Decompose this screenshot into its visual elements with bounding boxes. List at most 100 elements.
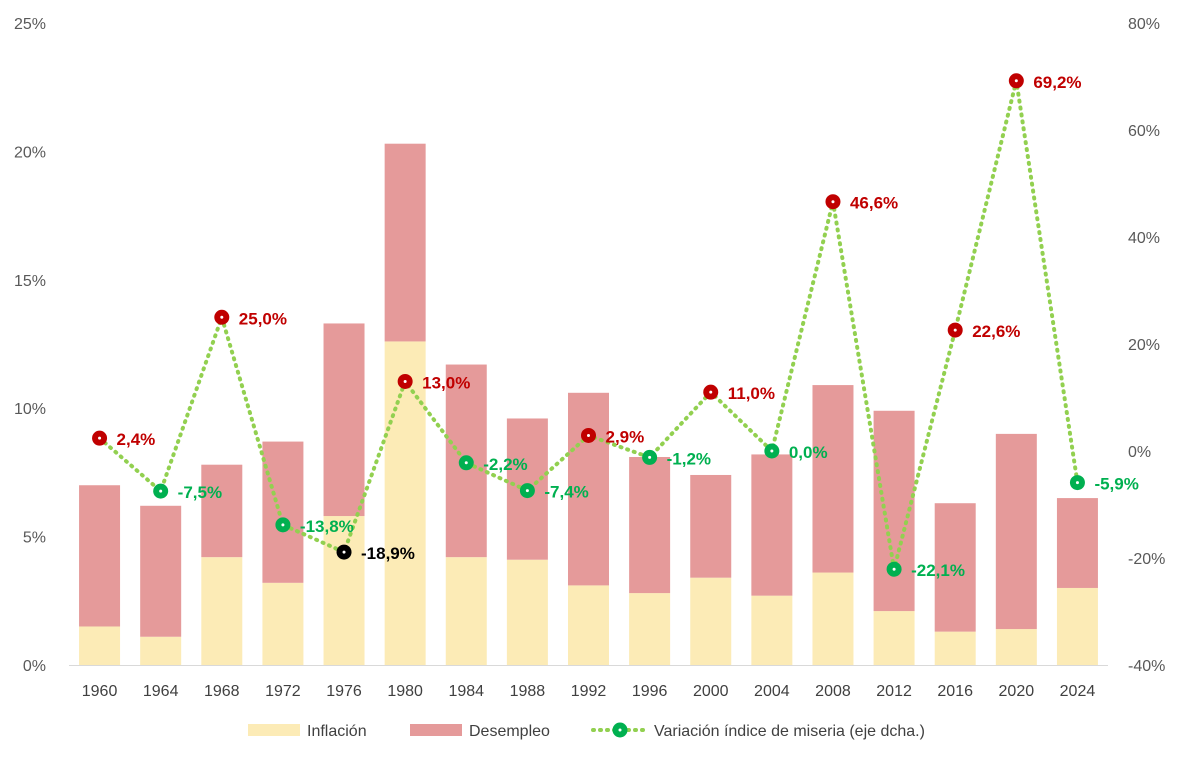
legend-marker-center <box>618 728 622 732</box>
misery-point-marker-center <box>464 461 468 465</box>
misery-data-label: -13,8% <box>300 517 354 536</box>
misery-point-marker-center <box>159 489 163 493</box>
bar-desempleo <box>262 441 304 583</box>
bar-desempleo <box>873 410 915 612</box>
misery-data-label: 46,6% <box>850 194 898 213</box>
misery-point-marker-center <box>953 328 957 332</box>
axes-group: 0% 5% 10% 15% 20% 25% -40% -20% 0% 20% 40% 60% 80% 19… <box>14 16 1165 700</box>
legend-label-miseria: Variación índice de miseria (eje dcha.) <box>654 723 925 740</box>
bar-inflacion <box>568 585 609 665</box>
misery-point-marker-center <box>1075 481 1079 485</box>
bar-desempleo <box>384 143 426 342</box>
misery-data-label: 13,0% <box>422 373 470 392</box>
y-right-tick-label: 0% <box>1128 444 1151 461</box>
misery-point-marker-center <box>770 449 774 453</box>
y-left-tick-label: 0% <box>23 658 46 675</box>
misery-point-marker-center <box>98 436 102 440</box>
x-tick-label: 1984 <box>448 683 484 700</box>
bar-inflacion <box>201 557 243 665</box>
y-left-tick-label: 5% <box>23 530 46 547</box>
misery-data-label: -18,9% <box>361 544 415 563</box>
bar-inflacion <box>506 559 548 665</box>
x-tick-label: 1968 <box>204 683 240 700</box>
y-left-tick-label: 10% <box>14 401 46 418</box>
misery-data-label: -7,5% <box>178 483 222 502</box>
misery-data-label: 11,0% <box>728 384 775 403</box>
bar-desempleo <box>568 392 609 586</box>
bar-inflacion <box>934 631 976 665</box>
bar-inflacion <box>812 572 854 665</box>
x-tick-label: 2004 <box>754 683 790 700</box>
bar-desempleo <box>629 456 671 594</box>
x-tick-label: 2008 <box>815 683 851 700</box>
misery-data-label: 25,0% <box>239 309 287 328</box>
misery-point-marker-center <box>648 455 652 459</box>
misery-data-label: 2,4% <box>117 430 156 449</box>
legend-swatch-inflacion <box>248 724 300 736</box>
y-left-tick-label: 25% <box>14 16 46 33</box>
bar-inflacion <box>995 629 1037 665</box>
x-tick-label: 1992 <box>571 683 607 700</box>
misery-data-label: -2,2% <box>483 455 527 474</box>
x-tick-label: 2024 <box>1060 683 1096 700</box>
misery-data-label: -22,1% <box>911 561 965 580</box>
bars-group <box>79 143 1098 665</box>
bar-inflacion <box>690 577 732 665</box>
misery-point-marker-center <box>342 550 346 554</box>
misery-data-label: -1,2% <box>667 449 711 468</box>
y-left-tick-label: 15% <box>14 273 46 290</box>
misery-point-marker-center <box>892 567 896 571</box>
y-right-tick-label: 20% <box>1128 337 1160 354</box>
misery-data-label: -5,9% <box>1094 475 1138 494</box>
x-tick-label: 2000 <box>693 683 729 700</box>
x-tick-label: 2020 <box>999 683 1035 700</box>
misery-data-label: 0,0% <box>789 443 828 462</box>
y-right-tick-label: -20% <box>1128 551 1165 568</box>
bar-inflacion <box>384 341 426 665</box>
y-right-tick-label: -40% <box>1128 658 1165 675</box>
misery-data-label: 69,2% <box>1033 73 1081 92</box>
legend-label-inflacion: Inflación <box>307 723 367 740</box>
bar-desempleo <box>690 474 732 578</box>
bar-desempleo <box>751 454 793 596</box>
misery-data-label: 22,6% <box>972 322 1020 341</box>
x-tick-label: 1972 <box>265 683 301 700</box>
bar-inflacion <box>751 595 793 665</box>
bar-inflacion <box>873 611 915 665</box>
x-tick-label: 1964 <box>143 683 179 700</box>
y-right-tick-label: 40% <box>1128 230 1160 247</box>
bar-inflacion <box>323 516 365 665</box>
x-tick-label: 2012 <box>876 683 912 700</box>
bar-inflacion <box>629 593 671 665</box>
bar-inflacion <box>1056 587 1098 665</box>
misery-point-marker-center <box>709 390 713 394</box>
misery-point-marker-center <box>281 523 285 527</box>
x-tick-label: 1960 <box>82 683 118 700</box>
x-tick-label: 1988 <box>510 683 546 700</box>
bar-inflacion <box>262 582 304 665</box>
misery-point-marker-center <box>220 315 224 319</box>
misery-point-marker-center <box>403 379 407 383</box>
misery-point-marker-center <box>525 489 529 493</box>
bar-desempleo <box>995 433 1037 630</box>
misery-point-marker-center <box>1014 79 1018 83</box>
legend: Inflación Desempleo Variación índice de mi… <box>248 722 925 740</box>
bar-desempleo <box>140 505 182 637</box>
misery-data-label: -7,4% <box>544 483 588 502</box>
x-tick-label: 1976 <box>326 683 362 700</box>
x-tick-label: 2016 <box>937 683 973 700</box>
bar-desempleo <box>1056 498 1098 588</box>
bar-inflacion <box>445 557 487 665</box>
x-tick-label: 1980 <box>387 683 423 700</box>
y-right-tick-label: 80% <box>1128 16 1160 33</box>
bar-desempleo <box>812 385 854 573</box>
y-right-tick-label: 60% <box>1128 123 1160 140</box>
bar-inflacion <box>79 626 121 665</box>
bar-desempleo <box>934 503 976 632</box>
legend-label-desempleo: Desempleo <box>469 723 550 740</box>
y-left-tick-label: 20% <box>14 144 46 161</box>
line-group: 2,4% -7,5% 25,0% -13,8% -18,9% 13,0% -2,2% -7,4… <box>92 73 1139 580</box>
misery-point-marker-center <box>831 200 835 204</box>
misery-point-marker-center <box>587 433 590 437</box>
